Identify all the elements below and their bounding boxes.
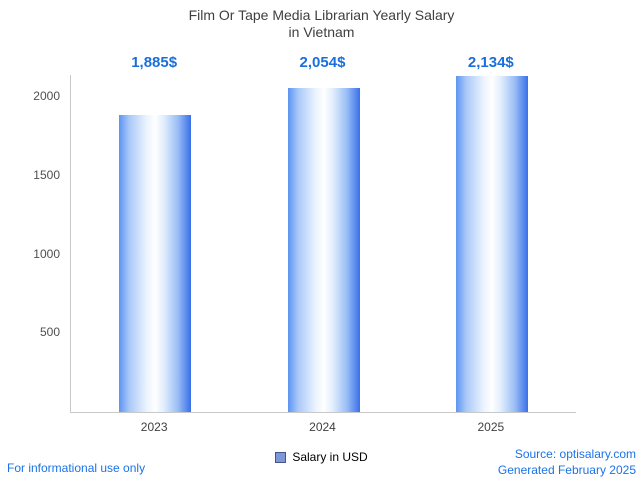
disclaimer-text: For informational use only: [7, 461, 146, 475]
bar-value-label: 2,134$: [467, 54, 514, 71]
plot-area: [70, 75, 576, 413]
chart-subtitle: in Vietnam: [288, 24, 355, 40]
bar-2024[interactable]: [287, 88, 360, 412]
y-axis-tick-label: 2000: [33, 89, 60, 103]
y-axis-tick-label: 1000: [33, 246, 60, 261]
legend: Salary in USD: [0, 450, 643, 464]
legend-label: Salary in USD: [292, 450, 368, 464]
bar-2023[interactable]: [119, 115, 192, 412]
bar-value-label: 1,885$: [131, 54, 178, 71]
x-axis-label-2025: 2025: [477, 420, 505, 434]
legend-swatch-icon: [275, 451, 287, 463]
x-axis-label-2023: 2023: [140, 420, 168, 434]
source-link[interactable]: Source: optisalary.com: [514, 447, 636, 461]
source-block: Source: optisalary.com Generated Februar…: [498, 446, 636, 478]
y-axis-tick-label: 1500: [33, 167, 60, 182]
generated-date: Generated February 2025: [497, 463, 636, 477]
chart-title: Film Or Tape Media Librarian Yearly Sala…: [188, 7, 455, 23]
x-axis-label-2024: 2024: [309, 420, 336, 434]
y-axis-tick-label: 500: [39, 325, 60, 340]
bar-value-label: 2,054$: [299, 54, 346, 71]
bar-2025[interactable]: [455, 76, 528, 412]
